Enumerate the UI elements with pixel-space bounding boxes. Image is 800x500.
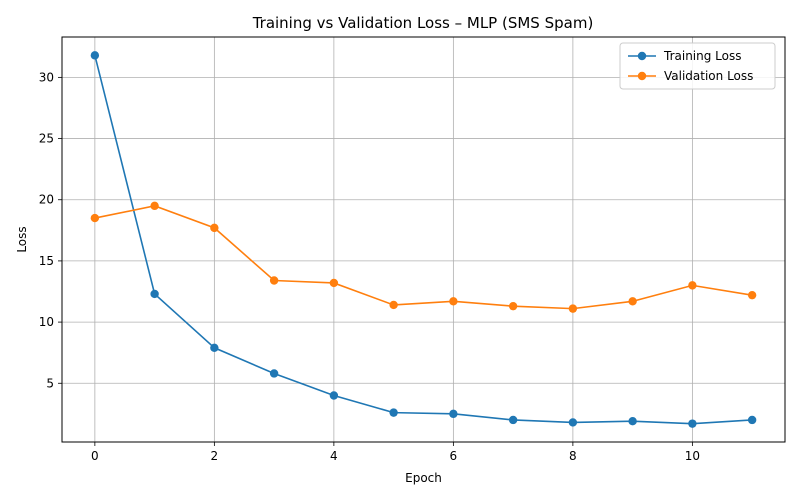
legend-training-loss-marker — [637, 51, 647, 61]
grid — [62, 37, 785, 442]
validation-loss-point — [389, 300, 398, 310]
validation-loss-point — [150, 201, 159, 211]
chart-title: Training vs Validation Loss – MLP (SMS S… — [252, 14, 594, 32]
y-tick-label: 5 — [46, 376, 54, 390]
legend-validation-loss-label: Validation Loss — [664, 69, 753, 83]
training-loss-point — [688, 419, 697, 428]
y-tick-label: 25 — [39, 132, 54, 146]
validation-loss-point — [628, 297, 637, 306]
legend-box — [619, 42, 776, 90]
x-tick-label: 4 — [330, 449, 338, 463]
validation-loss-point — [329, 278, 339, 288]
training-loss-line — [94, 55, 753, 425]
x-axis-label: Epoch — [405, 471, 442, 485]
validation-loss-point — [210, 223, 219, 233]
validation-loss-point — [90, 213, 100, 223]
x-tick-label: 6 — [450, 449, 458, 463]
y-tick-label: 30 — [39, 70, 54, 84]
y-axis-label: Loss — [15, 226, 29, 252]
training-loss-point — [568, 418, 578, 427]
validation-loss-line — [94, 205, 753, 310]
series-layer — [90, 51, 757, 428]
validation-loss-point — [568, 304, 578, 313]
y-tick-label: 20 — [39, 193, 54, 207]
validation-loss-point — [508, 301, 518, 311]
training-loss-point — [329, 391, 339, 400]
training-loss-point — [150, 289, 159, 299]
axis-ticks: 0 2 4 6 8 10 5 10 15 20 25 30 — [39, 70, 700, 463]
y-tick-label: 15 — [39, 254, 54, 268]
training-loss-point — [628, 416, 637, 426]
training-loss-point — [90, 51, 100, 60]
x-tick-label: 10 — [685, 449, 700, 463]
training-loss-point — [747, 415, 757, 425]
legend-validation-loss-marker — [637, 71, 647, 81]
validation-loss-point — [449, 297, 458, 306]
validation-loss-point — [747, 290, 757, 300]
x-tick-label: 0 — [91, 449, 99, 463]
training-loss-point — [449, 409, 458, 419]
training-loss-point — [269, 369, 279, 378]
training-loss-point — [210, 343, 219, 352]
legend: Training Loss Validation Loss — [619, 42, 776, 90]
plot-area-frame — [61, 36, 786, 443]
validation-loss-point — [269, 276, 279, 285]
training-loss-point — [508, 415, 518, 425]
training-loss-point — [389, 408, 398, 417]
x-tick-label: 8 — [569, 449, 577, 463]
legend-training-loss-label: Training Loss — [663, 49, 741, 63]
x-tick-label: 2 — [211, 449, 219, 463]
validation-loss-point — [688, 281, 697, 290]
y-tick-label: 10 — [39, 315, 54, 329]
